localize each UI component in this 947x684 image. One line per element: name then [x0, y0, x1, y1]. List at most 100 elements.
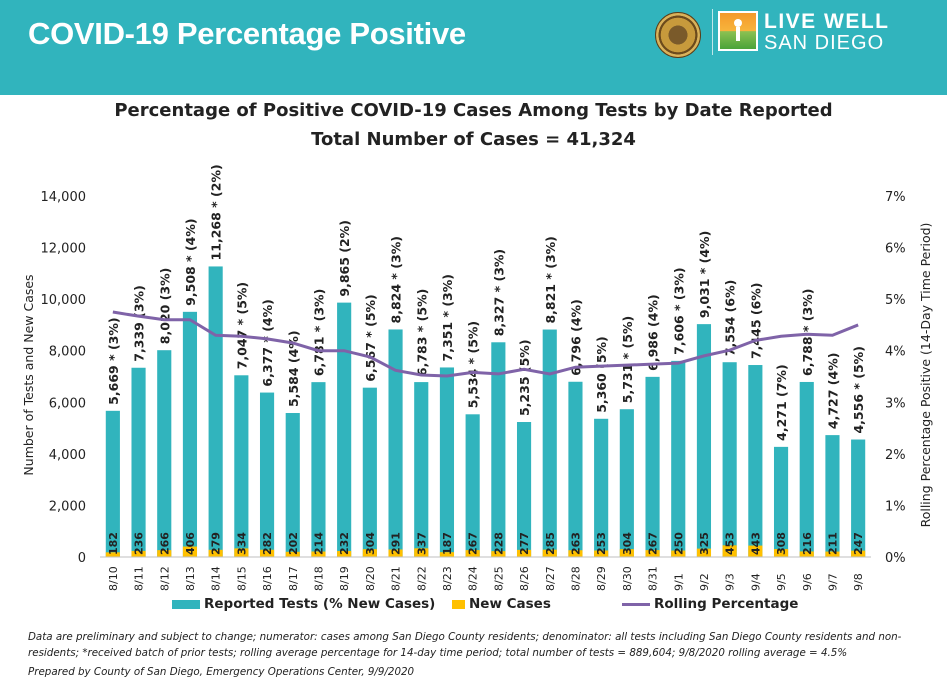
- cases-bar-label: 325: [698, 532, 711, 555]
- live-well-logo-icon: [718, 11, 758, 51]
- tests-bar: [465, 414, 480, 557]
- footnote-data-notes: Data are preliminary and subject to chan…: [28, 631, 902, 659]
- cases-bar: [773, 549, 789, 557]
- tests-bar-label: 9,865 (2%): [337, 220, 352, 297]
- legend-item-tests: Reported Tests (% New Cases): [172, 596, 435, 612]
- tests-bar: [594, 418, 609, 557]
- tests-bar: [362, 387, 377, 557]
- x-axis-ticks: 8/10 8/11 8/12 8/13 8/14 8/15 8/16 8/17 8/18 8/19…: [107, 566, 865, 591]
- tests-bar-label: 9,508 * (4%): [183, 218, 198, 305]
- y2-tick-label: 5%: [885, 293, 906, 308]
- tests-bar-label: 4,556 * (5%): [851, 346, 866, 433]
- rolling-percentage-line: [112, 310, 859, 378]
- right-axis-ticks: 0% 1% 2% 3% 4% 5% 6% 7%: [885, 190, 906, 566]
- cases-bar-label: 406: [184, 532, 197, 555]
- right-axis-title: Rolling Percentage Positive (14-Day Time…: [918, 223, 933, 528]
- tests-bar: [645, 376, 660, 557]
- tests-bar-label: 7,554 (6%): [723, 280, 738, 357]
- tests-bar: [208, 266, 223, 557]
- y-tick-label: 2,000: [49, 499, 86, 514]
- legend-item-cases: New Cases: [452, 596, 551, 612]
- tests-bar: [542, 329, 557, 557]
- tests-bar: [311, 382, 326, 557]
- cases-bar-label: 187: [441, 532, 454, 555]
- cases-bar-label: 337: [415, 532, 428, 555]
- cases-bar: [285, 551, 300, 557]
- tests-bar-label: 7,339 (3%): [132, 285, 147, 362]
- x-tick-label: 8/21: [390, 566, 403, 591]
- y2-tick-label: 3%: [885, 396, 906, 411]
- x-tick-label: 8/27: [544, 566, 557, 591]
- tests-bar-label: 6,986 (4%): [646, 294, 661, 371]
- x-tick-label: 8/19: [338, 566, 351, 591]
- x-tick-label: 8/29: [595, 566, 608, 591]
- y2-tick-label: 4%: [885, 345, 906, 360]
- x-tick-label: 9/4: [749, 573, 762, 591]
- page-title: COVID-19 Percentage Positive: [28, 16, 466, 51]
- x-tick-label: 9/1: [672, 573, 685, 591]
- tests-bar: [491, 342, 506, 557]
- tests-bar: [388, 329, 403, 557]
- x-tick-label: 8/24: [467, 566, 480, 591]
- x-tick-label: 9/7: [826, 573, 839, 591]
- tests-bar-label: 6,783 * (5%): [414, 289, 429, 376]
- tests-bar: [619, 409, 634, 557]
- cases-bar: [825, 551, 840, 557]
- cases-bar: [851, 550, 866, 557]
- cases-bar: [465, 550, 480, 557]
- tests-bar: [157, 350, 172, 557]
- cases-bar-label: 453: [724, 532, 737, 555]
- county-seal-icon: [655, 12, 701, 58]
- cases-bar-label: 202: [287, 532, 300, 555]
- cases-bar: [568, 550, 583, 557]
- x-tick-label: 8/20: [364, 566, 377, 591]
- cases-bar: [439, 552, 455, 557]
- x-tick-label: 9/8: [852, 573, 865, 591]
- cases-bar: [362, 549, 377, 557]
- tests-bar: [825, 435, 840, 557]
- x-tick-label: 8/11: [133, 566, 146, 591]
- cases-bar-label: 308: [775, 532, 788, 555]
- tests-bar-label: 4,271 (7%): [774, 364, 789, 441]
- tests-bar-label: 7,047 * (5%): [234, 282, 249, 369]
- legend-label-tests: Reported Tests (% New Cases): [204, 596, 436, 612]
- tests-bar-labels: 5,669 * (3%) 7,339 (3%) 8,020 (3%) 9,508 * …: [106, 164, 866, 441]
- y2-tick-label: 0%: [885, 551, 906, 566]
- cases-bar-label: 285: [544, 532, 557, 555]
- tests-bar-label: 7,445 (6%): [748, 282, 763, 359]
- tests-bar: [516, 422, 532, 557]
- legend-label-cases: New Cases: [469, 596, 551, 612]
- tests-bar-label: 5,360 (5%): [594, 336, 609, 413]
- tests-bar: [568, 381, 583, 557]
- x-tick-label: 8/30: [621, 566, 634, 591]
- chart-subtitle: Total Number of Cases = 41,324: [311, 129, 636, 150]
- x-tick-label: 9/2: [698, 573, 711, 591]
- x-tick-label: 8/14: [210, 566, 223, 591]
- cases-bar-label: 228: [492, 532, 505, 555]
- cases-bar-label: 282: [261, 532, 274, 555]
- tests-bar-label: 4,727 (4%): [825, 353, 840, 430]
- cases-bar: [105, 552, 120, 557]
- cases-bar: [619, 549, 634, 557]
- tests-bar-label: 6,377 * (4%): [260, 299, 275, 386]
- cases-bar-label: 334: [235, 532, 248, 555]
- cases-bar: [645, 550, 660, 557]
- y-tick-label: 10,000: [41, 293, 87, 308]
- tests-bar: [439, 367, 455, 557]
- tests-bar: [414, 382, 429, 557]
- cases-bar-label: 253: [595, 532, 608, 555]
- cases-bar: [516, 549, 532, 557]
- cases-bar-label: 304: [621, 532, 634, 555]
- tests-bar-label: 8,020 (3%): [157, 268, 172, 345]
- tests-bar-label: 5,731 * (5%): [620, 316, 635, 403]
- left-axis-title: Number of Tests and New Cases: [21, 274, 36, 475]
- y-tick-label: 4,000: [49, 448, 86, 463]
- x-tick-label: 9/5: [775, 573, 788, 591]
- cases-bar: [696, 548, 712, 557]
- tests-bar: [748, 365, 763, 557]
- legend-swatch-tests: [172, 599, 200, 609]
- header-banner: COVID-19 Percentage Positive LIVE WELL S…: [0, 0, 947, 95]
- cases-bar: [748, 545, 763, 557]
- tests-bar: [234, 375, 249, 557]
- y-tick-label: 8,000: [49, 345, 86, 360]
